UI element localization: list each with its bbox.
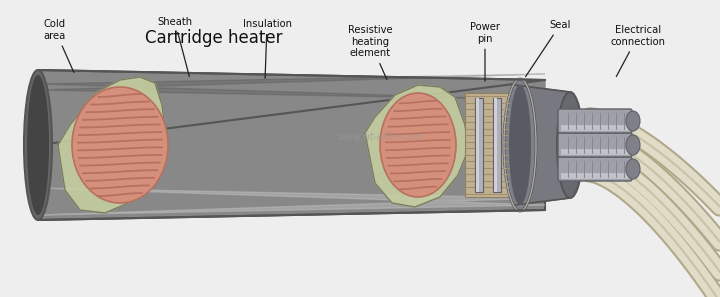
FancyBboxPatch shape <box>561 125 629 131</box>
Ellipse shape <box>72 87 168 203</box>
Ellipse shape <box>380 93 456 197</box>
Bar <box>465 93 510 197</box>
Bar <box>476 98 479 192</box>
Ellipse shape <box>557 92 583 198</box>
Text: Resistive
heating
element: Resistive heating element <box>348 25 392 80</box>
Text: Seal: Seal <box>526 20 571 77</box>
Text: Sheath: Sheath <box>158 17 192 76</box>
Polygon shape <box>515 85 570 205</box>
FancyBboxPatch shape <box>558 109 632 133</box>
Bar <box>475 98 483 192</box>
Polygon shape <box>58 77 165 213</box>
Text: Cold
area: Cold area <box>44 19 74 72</box>
FancyBboxPatch shape <box>561 149 629 155</box>
Ellipse shape <box>24 70 52 220</box>
FancyBboxPatch shape <box>558 133 632 157</box>
Text: Power
pin: Power pin <box>470 22 500 81</box>
Ellipse shape <box>626 135 640 155</box>
Polygon shape <box>38 70 545 220</box>
Text: Insulation: Insulation <box>243 19 292 78</box>
FancyBboxPatch shape <box>561 173 629 179</box>
Polygon shape <box>38 74 545 100</box>
Polygon shape <box>365 85 468 207</box>
Ellipse shape <box>626 159 640 179</box>
Ellipse shape <box>509 85 531 205</box>
Ellipse shape <box>504 79 536 211</box>
Text: www.ht-elite.com: www.ht-elite.com <box>337 132 423 142</box>
Ellipse shape <box>27 75 49 215</box>
Bar <box>493 98 501 192</box>
Text: Electrical
connection: Electrical connection <box>611 25 665 77</box>
Bar <box>494 98 497 192</box>
Polygon shape <box>38 188 545 215</box>
Ellipse shape <box>626 111 640 131</box>
FancyBboxPatch shape <box>558 157 632 181</box>
Text: Cartridge heater: Cartridge heater <box>145 29 282 47</box>
